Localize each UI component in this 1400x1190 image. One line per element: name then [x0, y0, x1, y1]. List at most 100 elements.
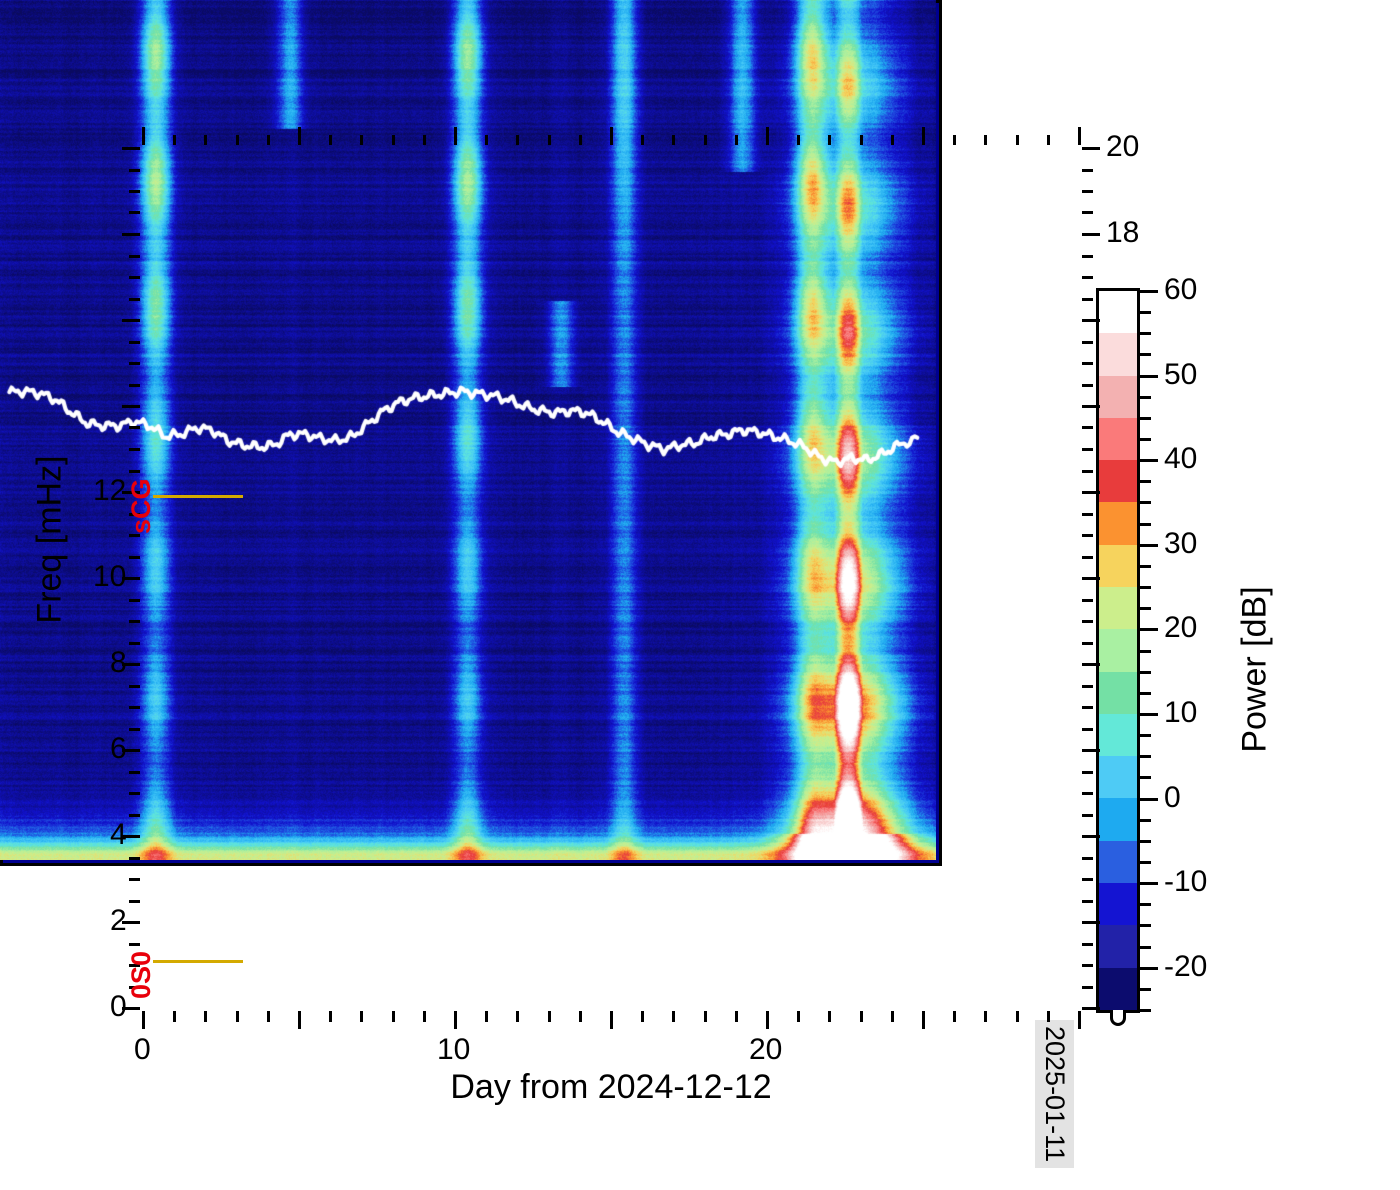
- y-right-tick-minor: [1082, 276, 1093, 279]
- y-left-tick-minor: [129, 943, 140, 946]
- colorbar-tick-minor: [1140, 480, 1151, 483]
- colorbar-band-45-50: [1099, 375, 1137, 418]
- colorbar-band--15--10: [1099, 882, 1137, 926]
- x-bottom-tick-minor: [891, 1011, 894, 1022]
- colorbar-tick-minor: [1140, 523, 1151, 526]
- x-bottom-tick-minor: [1016, 1011, 1019, 1022]
- colorbar-band--5-0: [1099, 798, 1137, 841]
- x-bottom-tick-minor: [641, 1011, 644, 1022]
- y-right-tick-minor: [1082, 534, 1093, 537]
- colorbar-tick-major: [1140, 882, 1158, 885]
- x-bottom-tick-minor: [579, 1011, 582, 1022]
- mode-marker-line-0S0: [153, 959, 243, 963]
- colorbar: [1096, 288, 1140, 1013]
- y-right-tick-minor: [1082, 857, 1093, 860]
- colorbar-band-40-45: [1099, 417, 1137, 461]
- y-right-tick-minor: [1082, 384, 1093, 387]
- y-right-tick-label-18: 18: [1106, 216, 1140, 249]
- colorbar-band-55-60: [1099, 291, 1137, 334]
- colorbar-tick-minor: [1140, 607, 1151, 610]
- colorbar-band--25--20: [1099, 967, 1137, 1010]
- x-bottom-tick-minor: [360, 1011, 363, 1022]
- y-right-tick-minor: [1082, 642, 1093, 645]
- colorbar-tick-major: [1140, 628, 1158, 631]
- x-bottom-tick-major: [922, 1011, 925, 1029]
- colorbar-tick-minor: [1140, 861, 1151, 864]
- colorbar-tick-minor: [1140, 734, 1151, 737]
- x-bottom-tick-minor: [548, 1011, 551, 1022]
- y-right-tick-minor: [1082, 792, 1093, 795]
- colorbar-tick-major: [1140, 459, 1158, 462]
- colorbar-band-15-20: [1099, 629, 1137, 672]
- colorbar-tick-minor: [1140, 353, 1151, 356]
- y-left-tick-label-0: 0: [110, 990, 127, 1023]
- colorbar-tick-minor: [1140, 819, 1151, 822]
- y-right-tick-minor: [1082, 556, 1093, 559]
- colorbar-tick-label--10: -10: [1164, 865, 1208, 899]
- colorbar-tick-minor: [1140, 946, 1151, 949]
- y-right-tick-minor: [1082, 211, 1093, 214]
- colorbar-band-5-10: [1099, 713, 1137, 757]
- y-right-tick-minor: [1082, 599, 1093, 602]
- x-bottom-tick-minor: [173, 1011, 176, 1022]
- colorbar-tick-minor: [1140, 692, 1151, 695]
- x-top-tick-major: [1078, 127, 1081, 145]
- colorbar-tick-major: [1140, 290, 1158, 293]
- colorbar-band-50-55: [1099, 333, 1137, 376]
- end-date-tag: 2025-01-11: [1035, 1020, 1074, 1169]
- x-bottom-tick-major: [1078, 1011, 1081, 1029]
- y-right-tick-minor: [1082, 470, 1093, 473]
- x-bottom-tick-major: [766, 1011, 769, 1029]
- spectrogram-plot[interactable]: [0, 0, 942, 866]
- x-bottom-tick-label-20: 20: [749, 1033, 783, 1066]
- spectrogram-canvas: [0, 0, 936, 860]
- colorbar-band-35-40: [1099, 460, 1137, 503]
- colorbar-under-notch: [1110, 1010, 1126, 1026]
- x-bottom-tick-minor: [672, 1011, 675, 1022]
- colorbar-tick-label-20: 20: [1164, 611, 1198, 645]
- x-bottom-tick-minor: [267, 1011, 270, 1022]
- y-right-tick-minor: [1082, 620, 1093, 623]
- y-right-tick-minor: [1082, 513, 1093, 516]
- colorbar-tick-label-60: 60: [1164, 273, 1198, 306]
- x-bottom-tick-label-0: 0: [134, 1033, 151, 1066]
- x-bottom-tick-minor: [204, 1011, 207, 1022]
- colorbar-band-20-25: [1099, 586, 1137, 630]
- y-axis-title: Freq [mHz]: [30, 455, 69, 624]
- colorbar-tick-minor: [1140, 565, 1151, 568]
- y-right-tick-minor: [1082, 341, 1093, 344]
- colorbar-tick-major: [1140, 544, 1158, 547]
- colorbar-tick-minor: [1140, 311, 1151, 314]
- y-left-tick-label-2: 2: [110, 904, 127, 937]
- y-right-tick-minor: [1082, 298, 1093, 301]
- x-bottom-tick-minor: [392, 1011, 395, 1022]
- y-right-tick-minor: [1082, 426, 1093, 429]
- colorbar-tick-minor: [1140, 501, 1151, 504]
- colorbar-band-25-30: [1099, 544, 1137, 587]
- x-bottom-tick-label-10: 10: [437, 1033, 471, 1066]
- y-right-tick-minor: [1082, 255, 1093, 258]
- colorbar-tick-label-30: 30: [1164, 526, 1198, 560]
- x-bottom-tick-minor: [516, 1011, 519, 1022]
- colorbar-tick-minor: [1140, 417, 1151, 420]
- y-right-tick-minor: [1082, 943, 1093, 946]
- colorbar-band-10-15: [1099, 671, 1137, 714]
- colorbar-band-0-5: [1099, 756, 1137, 799]
- y-right-tick-minor: [1082, 362, 1093, 365]
- colorbar-tick-label-50: 50: [1164, 357, 1198, 391]
- y-right-tick-minor: [1082, 169, 1093, 172]
- colorbar-tick-label-40: 40: [1164, 442, 1198, 476]
- colorbar-tick-minor: [1140, 671, 1151, 674]
- colorbar-band-30-35: [1099, 502, 1137, 545]
- colorbar-tick-minor: [1140, 840, 1151, 843]
- y-right-tick-minor: [1082, 878, 1093, 881]
- x-bottom-tick-minor: [236, 1011, 239, 1022]
- x-top-tick-minor: [1047, 135, 1050, 145]
- colorbar-tick-minor: [1140, 755, 1151, 758]
- colorbar-tick-minor: [1140, 924, 1151, 927]
- y-right-tick-minor: [1082, 900, 1093, 903]
- mode-marker-label-0S0: 0S0: [126, 950, 156, 999]
- colorbar-tick-major: [1140, 798, 1158, 801]
- colorbar-tick-minor: [1140, 586, 1151, 589]
- x-bottom-tick-minor: [953, 1011, 956, 1022]
